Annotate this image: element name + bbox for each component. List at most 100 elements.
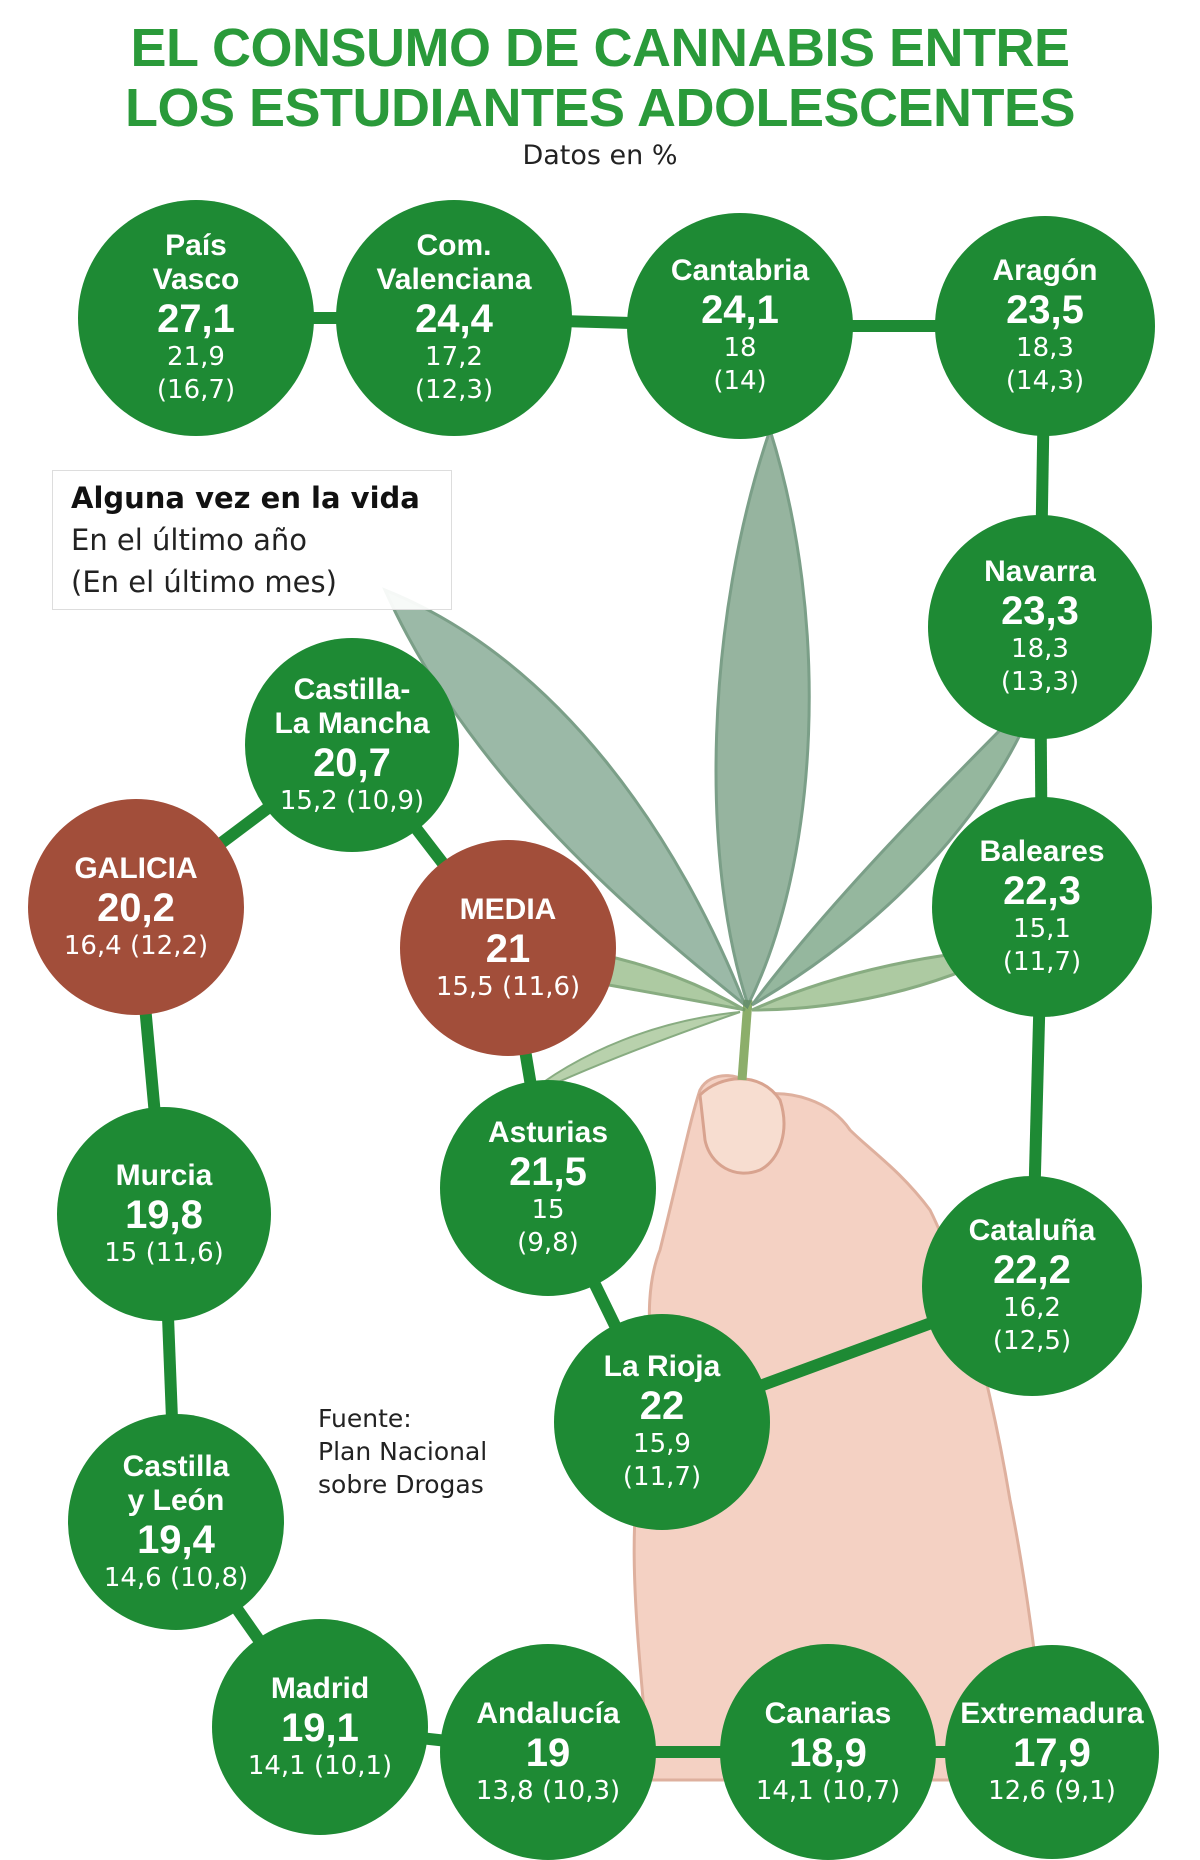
region-bubble: País Vasco 27,1 21,9 (16,7) xyxy=(78,200,314,436)
value-lifetime: 23,5 xyxy=(1006,288,1084,332)
source-note: Fuente: Plan Nacional sobre Drogas xyxy=(318,1402,487,1501)
region-bubble: Canarias 18,9 14,1 (10,7) xyxy=(720,1644,936,1860)
region-name: Vasco xyxy=(152,263,240,296)
region-name: La Rioja xyxy=(603,1350,721,1383)
value-row: 15 (11,6) xyxy=(104,1237,224,1270)
value-last-month: (10,7) xyxy=(821,1775,901,1806)
region-bubble: GALICIA 20,2 16,4 (12,2) xyxy=(28,799,244,1015)
value-lifetime: 19,8 xyxy=(125,1192,203,1237)
value-last-year: 13,8 xyxy=(475,1775,534,1806)
value-lifetime: 20,7 xyxy=(313,740,391,785)
value-last-month: (11,6) xyxy=(501,971,581,1002)
value-last-year: 14,1 xyxy=(755,1775,814,1806)
region-bubble: Castilla- La Mancha 20,7 15,2 (10,9) xyxy=(245,638,459,852)
region-name: Asturias xyxy=(487,1116,609,1149)
source-line-3: sobre Drogas xyxy=(318,1470,484,1499)
value-last-year: 15 xyxy=(104,1237,138,1268)
value-last-year: 15 xyxy=(531,1195,565,1225)
region-bubble: Asturias 21,5 15 (9,8) xyxy=(440,1080,656,1296)
region-bubble: MEDIA 21 15,5 (11,6) xyxy=(400,840,616,1056)
value-last-month: (11,6) xyxy=(145,1237,224,1268)
region-bubble: Com. Valenciana 24,4 17,2 (12,3) xyxy=(336,200,572,436)
legend-last-year: En el último año xyxy=(71,523,308,557)
value-lifetime: 22,2 xyxy=(993,1248,1071,1292)
value-lifetime: 19,4 xyxy=(137,1517,215,1562)
region-name: Castilla- xyxy=(293,672,411,706)
region-name: y León xyxy=(127,1483,225,1517)
value-last-year: 15,5 xyxy=(435,971,494,1002)
value-last-month: (9,8) xyxy=(517,1228,579,1258)
value-last-year: 17,2 xyxy=(425,342,483,372)
region-name: Cataluña xyxy=(968,1214,1096,1247)
region-bubble: Aragón 23,5 18,3 (14,3) xyxy=(935,216,1155,436)
value-last-month: (9,1) xyxy=(1054,1775,1116,1806)
region-name: Valenciana xyxy=(376,263,532,296)
value-last-month: (12,2) xyxy=(129,930,209,961)
value-last-year: 18,3 xyxy=(1011,634,1069,664)
region-name: Canarias xyxy=(764,1696,892,1730)
value-lifetime: 22,3 xyxy=(1003,869,1081,913)
value-last-year: 14,1 xyxy=(247,1750,306,1781)
region-name: MEDIA xyxy=(459,892,557,926)
region-name: Navarra xyxy=(984,555,1096,588)
value-row: 15,2 (10,9) xyxy=(280,785,424,818)
value-row: 14,6 (10,8) xyxy=(104,1562,248,1595)
value-last-month: (12,5) xyxy=(992,1326,1072,1356)
value-last-year: 16,4 xyxy=(63,930,122,961)
value-row: 13,8 (10,3) xyxy=(476,1775,620,1808)
region-name: Andalucía xyxy=(476,1696,620,1730)
value-last-year: 18,3 xyxy=(1016,333,1074,363)
value-row: 14,1 (10,1) xyxy=(248,1750,392,1783)
value-last-month: (10,9) xyxy=(345,785,425,816)
region-bubble: Cantabria 24,1 18 (14) xyxy=(627,213,853,439)
value-last-month: (10,1) xyxy=(313,1750,393,1781)
source-line-2: Plan Nacional xyxy=(318,1437,488,1466)
value-row: 12,6 (9,1) xyxy=(988,1775,1116,1808)
value-lifetime: 20,2 xyxy=(97,885,175,930)
source-line-1: Fuente: xyxy=(318,1404,412,1433)
region-bubble: Castilla y León 19,4 14,6 (10,8) xyxy=(68,1414,284,1630)
value-lifetime: 19,1 xyxy=(281,1705,359,1750)
value-last-month: (14,3) xyxy=(1005,366,1085,396)
value-last-year: 15,2 xyxy=(279,785,338,816)
region-bubble: Cataluña 22,2 16,2 (12,5) xyxy=(922,1176,1142,1396)
value-lifetime: 24,1 xyxy=(701,288,779,332)
region-name: Aragón xyxy=(992,254,1098,287)
region-name: Baleares xyxy=(979,835,1105,868)
region-bubble: Andalucía 19 13,8 (10,3) xyxy=(440,1644,656,1860)
region-name: La Mancha xyxy=(274,706,430,740)
value-last-year: 18 xyxy=(723,333,757,363)
value-last-month: (14) xyxy=(713,366,767,396)
legend-lifetime: Alguna vez en la vida xyxy=(71,481,420,515)
value-lifetime: 21,5 xyxy=(509,1150,587,1194)
region-bubble: Murcia 19,8 15 (11,6) xyxy=(57,1107,271,1321)
value-lifetime: 22 xyxy=(639,1384,685,1428)
value-lifetime: 18,9 xyxy=(789,1730,867,1775)
value-row: 15,5 (11,6) xyxy=(436,971,580,1004)
value-last-year: 15,9 xyxy=(633,1429,691,1459)
legend-box: Alguna vez en la vida En el último año (… xyxy=(52,470,452,610)
region-name: País xyxy=(165,229,227,262)
value-last-year: 12,6 xyxy=(988,1775,1046,1806)
value-last-month: (11,7) xyxy=(622,1462,702,1492)
title-line-2: LOS ESTUDIANTES ADOLESCENTES xyxy=(124,78,1076,138)
region-bubble: Navarra 23,3 18,3 (13,3) xyxy=(928,515,1152,739)
chart-subtitle: Datos en % xyxy=(522,140,678,171)
value-lifetime: 24,4 xyxy=(415,297,493,341)
value-last-month: (10,3) xyxy=(541,1775,621,1806)
value-lifetime: 27,1 xyxy=(157,297,235,341)
legend-last-month: (En el último mes) xyxy=(71,565,337,599)
value-last-year: 21,9 xyxy=(167,342,225,372)
value-last-month: (11,7) xyxy=(1002,947,1082,977)
value-last-year: 15,1 xyxy=(1013,914,1071,944)
value-last-month: (12,3) xyxy=(414,375,494,405)
value-last-month: (10,8) xyxy=(169,1562,249,1593)
chart-title: EL CONSUMO DE CANNABIS ENTRE LOS ESTUDIA… xyxy=(0,18,1200,138)
value-row: 14,1 (10,7) xyxy=(756,1775,900,1808)
region-bubble: Extremadura 17,9 12,6 (9,1) xyxy=(945,1645,1159,1859)
region-name: Extremadura xyxy=(960,1696,1144,1730)
region-bubble: La Rioja 22 15,9 (11,7) xyxy=(554,1314,770,1530)
value-lifetime: 19 xyxy=(525,1730,571,1775)
leaf-stem xyxy=(737,999,753,1081)
value-last-year: 16,2 xyxy=(1003,1293,1061,1323)
